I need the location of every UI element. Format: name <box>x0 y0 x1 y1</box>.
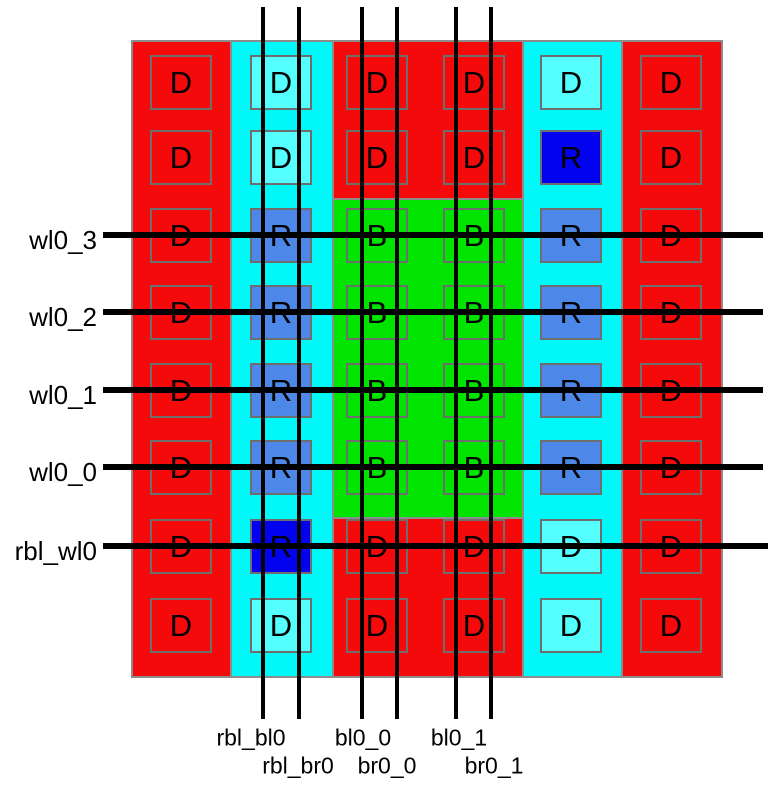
dummy-cell-r7-c4: D <box>540 597 602 653</box>
wordline-label-wl0_3: wl0_3 <box>29 225 97 255</box>
dummy-cell-r7-c3: D <box>443 597 505 653</box>
dummy-cell-r7-c5: D <box>640 597 702 653</box>
bitline-br0_1 <box>489 7 493 719</box>
bitline-rbl_bl0 <box>261 7 265 719</box>
bitline-label-br0_1: br0_1 <box>464 752 524 779</box>
bitline-label-rbl_bl0: rbl_bl0 <box>216 724 286 751</box>
dummy-cell-r0-c5: D <box>640 54 702 110</box>
bitline-rbl_br0 <box>297 7 301 719</box>
dummy-cell-r0-c3: D <box>443 54 505 110</box>
wordline-label-wl0_0: wl0_0 <box>29 457 97 487</box>
replica-cell-r1-c4: R <box>540 129 602 185</box>
wordline-label-rbl_wl0: rbl_wl0 <box>14 536 97 566</box>
bitline-br0_0 <box>395 7 399 719</box>
bitline-label-bl0_0: bl0_0 <box>334 724 392 751</box>
dummy-cell-r0-c4: D <box>540 54 602 110</box>
dummy-cell-r1-c5: D <box>640 129 702 185</box>
dummy-cell-r1-c0: D <box>150 129 212 185</box>
bitline-label-br0_0: br0_0 <box>357 752 417 779</box>
wordline-label-wl0_1: wl0_1 <box>29 380 97 410</box>
dummy-cell-r7-c1: D <box>250 597 312 653</box>
dummy-cell-r1-c1: D <box>250 129 312 185</box>
wordline-wl0_3 <box>103 232 763 238</box>
dummy-cell-r1-c3: D <box>443 129 505 185</box>
dummy-cell-r0-c1: D <box>250 54 312 110</box>
dummy-cell-r0-c0: D <box>150 54 212 110</box>
bitline-label-bl0_1: bl0_1 <box>430 724 488 751</box>
wordline-wl0_1 <box>103 387 763 393</box>
bitline-bl0_1 <box>454 7 458 719</box>
dummy-cell-r7-c0: D <box>150 597 212 653</box>
bitline-label-rbl_br0: rbl_br0 <box>262 752 334 779</box>
bitline-bl0_0 <box>360 7 364 719</box>
wordline-label-wl0_2: wl0_2 <box>29 302 97 332</box>
wordline-wl0_0 <box>103 464 763 470</box>
wordline-rbl_wl0 <box>103 543 768 549</box>
wordline-wl0_2 <box>103 309 763 315</box>
